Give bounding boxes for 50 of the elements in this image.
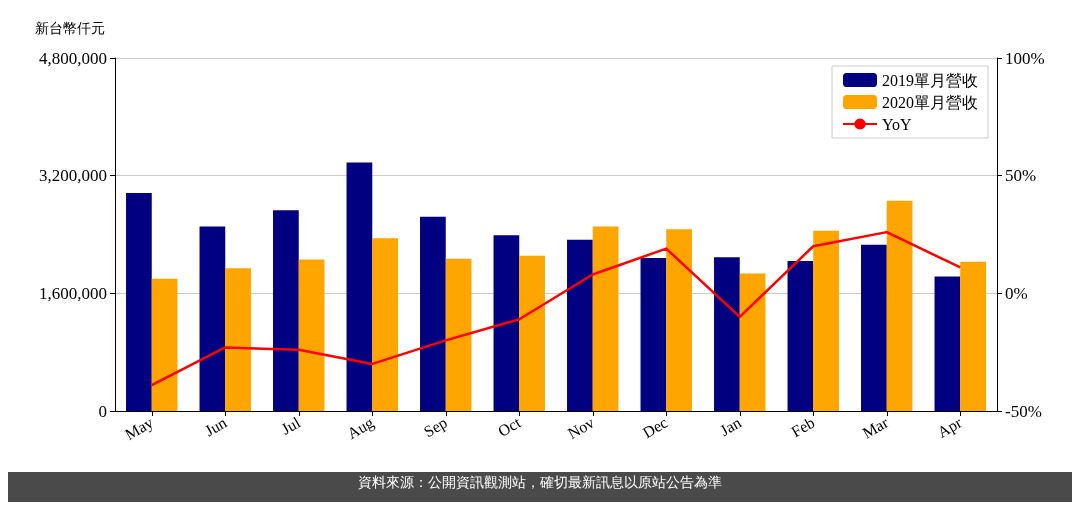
x-tick-label: Nov bbox=[564, 413, 597, 443]
legend-label: YoY bbox=[882, 115, 912, 133]
y2-tick-label: 100% bbox=[1005, 48, 1045, 68]
y2-tick-label: 50% bbox=[1005, 166, 1037, 186]
y2-tick-label: 0% bbox=[1005, 283, 1028, 303]
x-tick-label: Jan bbox=[717, 413, 744, 440]
y-tick-label: 3,200,000 bbox=[39, 166, 107, 186]
bar bbox=[813, 230, 839, 411]
y-tick-label: 4,800,000 bbox=[39, 48, 107, 68]
x-tick-label: Dec bbox=[639, 413, 671, 442]
bar bbox=[199, 226, 226, 411]
line-series bbox=[150, 230, 962, 387]
x-tick-label: Jun bbox=[201, 413, 230, 440]
bar bbox=[225, 268, 251, 411]
bar bbox=[151, 278, 178, 411]
bar bbox=[298, 259, 325, 411]
y-tick-label: 0 bbox=[98, 401, 107, 421]
x-tick-label: May bbox=[122, 413, 157, 444]
y-tick-label: 1,600,000 bbox=[39, 283, 107, 303]
source-note: 資料來源：公開資訊觀測站，確切最新訊息以原站公告為準 bbox=[358, 474, 722, 490]
bar bbox=[273, 210, 299, 411]
x-tick-label: Apr bbox=[934, 413, 966, 442]
bar bbox=[934, 276, 961, 411]
bar bbox=[592, 226, 619, 411]
legend-label: 2020單月營收 bbox=[882, 93, 978, 111]
bar bbox=[346, 162, 373, 411]
bar bbox=[567, 239, 593, 411]
x-tick-label: Sep bbox=[420, 413, 451, 442]
bar bbox=[861, 244, 887, 411]
bar bbox=[372, 238, 398, 411]
bar bbox=[519, 255, 545, 411]
x-tick-label: Oct bbox=[495, 413, 524, 440]
bar bbox=[445, 258, 472, 411]
bar bbox=[420, 216, 446, 411]
bar bbox=[960, 261, 986, 411]
x-tick-label: Mar bbox=[859, 413, 892, 442]
bar bbox=[787, 260, 814, 411]
y2-tick-label: -50% bbox=[1005, 401, 1042, 421]
bar bbox=[126, 192, 152, 411]
bar bbox=[739, 273, 766, 411]
bar bbox=[493, 235, 520, 411]
bar bbox=[640, 258, 667, 411]
legend-label: 2019單月營收 bbox=[882, 71, 978, 89]
bar bbox=[886, 200, 913, 411]
x-tick-label: Jul bbox=[278, 413, 304, 438]
x-tick-label: Feb bbox=[788, 413, 818, 441]
x-tick-label: Aug bbox=[344, 413, 377, 443]
bar bbox=[714, 257, 740, 411]
y-axis-title: 新台幣仟元 bbox=[35, 20, 105, 36]
bar bbox=[666, 229, 692, 411]
